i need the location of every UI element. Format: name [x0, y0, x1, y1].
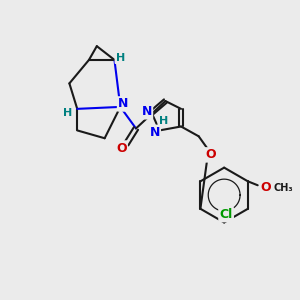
- Text: H: H: [159, 116, 168, 126]
- Text: O: O: [116, 142, 127, 154]
- Text: N: N: [149, 126, 160, 139]
- Text: H: H: [116, 53, 125, 63]
- Text: N: N: [118, 98, 128, 110]
- Text: N: N: [142, 105, 152, 118]
- Text: Cl: Cl: [220, 208, 233, 221]
- Text: CH₃: CH₃: [273, 183, 293, 193]
- Text: H: H: [63, 108, 72, 118]
- Text: O: O: [260, 181, 271, 194]
- Text: O: O: [205, 148, 216, 161]
